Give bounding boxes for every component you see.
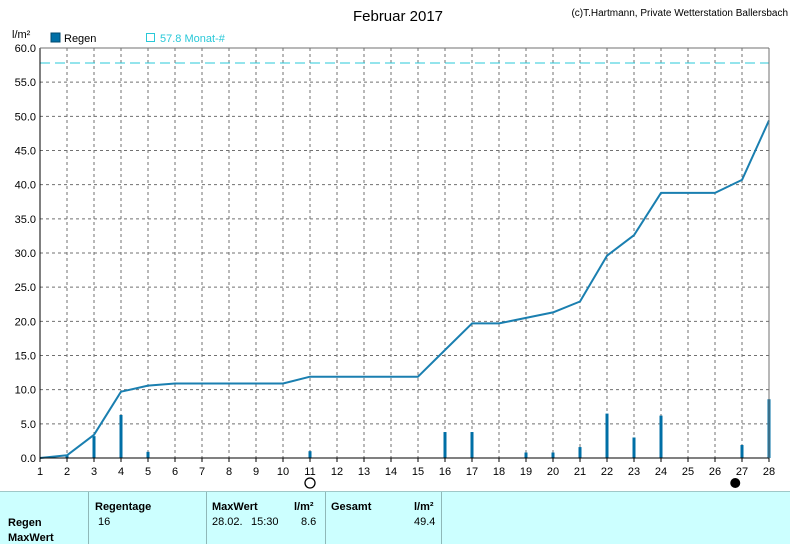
column-divider xyxy=(325,492,326,544)
legend-monat-swatch xyxy=(146,33,155,42)
legend: Regen 57.8 Monat-# xyxy=(50,32,226,45)
rain-bar xyxy=(740,445,744,458)
rain-bar xyxy=(146,451,150,458)
x-tick-label: 7 xyxy=(199,466,205,478)
y-axis-unit: l/m² xyxy=(12,29,31,41)
y-tick-label: 20.0 xyxy=(15,316,36,328)
y-tick-label: 10.0 xyxy=(15,385,36,397)
x-tick-label: 6 xyxy=(172,466,178,478)
axes xyxy=(39,47,770,462)
x-tick-label: 14 xyxy=(385,466,397,478)
x-tick-label: 3 xyxy=(91,466,97,478)
row-label-regen: Regen xyxy=(8,517,42,529)
y-tick-label: 0.0 xyxy=(21,453,36,465)
y-tick-label: 5.0 xyxy=(21,419,36,431)
x-tick-label: 21 xyxy=(574,466,586,478)
value-max-date: 28.02. xyxy=(212,516,243,528)
new-moon-icon xyxy=(730,478,741,488)
value-max: 8.6 xyxy=(301,516,317,528)
x-tick-label: 25 xyxy=(682,466,694,478)
chart-title: Februar 2017 xyxy=(353,8,443,25)
column-divider xyxy=(441,492,442,544)
full-moon-icon xyxy=(304,477,316,489)
header-unit-max: l/m² xyxy=(294,501,314,513)
x-tick-label: 5 xyxy=(145,466,151,478)
summary-table: Regentage MaxWert l/m² Gesamt l/m² Regen… xyxy=(0,491,790,544)
x-tick-label: 16 xyxy=(439,466,451,478)
x-tick-label: 26 xyxy=(709,466,721,478)
copyright-text: (c)T.Hartmann, Private Wetterstation Bal… xyxy=(571,8,788,19)
rain-bar xyxy=(578,447,582,458)
line-series xyxy=(39,119,770,459)
header-unit-total: l/m² xyxy=(414,501,434,513)
x-tick-label: 23 xyxy=(628,466,640,478)
x-tick-label: 12 xyxy=(331,466,343,478)
rain-bar xyxy=(605,413,609,458)
header-maxwert: MaxWert xyxy=(212,501,258,513)
x-tick-label: 22 xyxy=(601,466,613,478)
y-tick-label: 55.0 xyxy=(15,77,36,89)
y-tick-label: 50.0 xyxy=(15,111,36,123)
legend-regen-swatch xyxy=(50,32,61,43)
cumulative-line xyxy=(39,119,770,459)
x-tick-label: 15 xyxy=(412,466,424,478)
rain-bar xyxy=(470,432,474,458)
x-tick-label: 4 xyxy=(118,466,124,478)
y-tick-label: 25.0 xyxy=(15,282,36,294)
moon-markers xyxy=(304,477,741,489)
x-tick-label: 8 xyxy=(226,466,232,478)
x-tick-label: 9 xyxy=(253,466,259,478)
rain-bar xyxy=(659,415,663,458)
x-tick-label: 2 xyxy=(64,466,70,478)
x-tick-label: 19 xyxy=(520,466,532,478)
value-regentage: 16 xyxy=(98,516,111,528)
value-max-time: 15:30 xyxy=(251,516,279,528)
legend-regen-label: Regen xyxy=(64,33,96,45)
x-tick-label: 13 xyxy=(358,466,370,478)
x-tick-label: 28 xyxy=(763,466,775,478)
legend-monat-label: 57.8 Monat-# xyxy=(160,33,226,45)
rain-bar xyxy=(632,437,636,458)
grid xyxy=(40,47,769,458)
row-label-maxwert: MaxWert xyxy=(8,532,54,544)
x-tick-labels: 1 2 3 4 5 6 7 8 9 10 11 12 13 14 15 16 17 18 19 20 21 22 23 24 2… xyxy=(37,466,775,478)
y-tick-label: 35.0 xyxy=(15,214,36,226)
rain-bar xyxy=(551,452,555,458)
column-divider xyxy=(88,492,89,544)
y-tick-label: 40.0 xyxy=(15,180,36,192)
rain-bar xyxy=(443,432,447,458)
bars xyxy=(65,399,771,458)
rain-bar xyxy=(92,436,96,458)
x-tick-label: 10 xyxy=(277,466,289,478)
x-tick-label: 20 xyxy=(547,466,559,478)
header-gesamt: Gesamt xyxy=(331,501,372,513)
rain-chart: 0.0 5.0 10.0 15.0 20.0 25.0 30.0 35.0 40.0 45.0 50… xyxy=(12,8,788,489)
header-regentage: Regentage xyxy=(95,501,152,513)
rain-bar xyxy=(524,452,528,458)
x-tick-label: 11 xyxy=(304,466,315,478)
rain-bar xyxy=(308,451,312,458)
y-tick-label: 15.0 xyxy=(15,351,36,363)
x-tick-label: 17 xyxy=(466,466,478,478)
y-tick-label: 45.0 xyxy=(15,146,36,158)
x-tick-label: 1 xyxy=(37,466,43,478)
x-tick-label: 27 xyxy=(736,466,748,478)
x-tick-label: 24 xyxy=(655,466,667,478)
value-total: 49.4 xyxy=(414,516,436,528)
x-tick-label: 18 xyxy=(493,466,505,478)
y-tick-label: 60.0 xyxy=(15,43,36,55)
y-tick-labels: 0.0 5.0 10.0 15.0 20.0 25.0 30.0 35.0 40.0 45.0 50… xyxy=(15,43,36,465)
rain-bar xyxy=(119,414,123,458)
column-divider xyxy=(206,492,207,544)
y-tick-label: 30.0 xyxy=(15,248,36,260)
